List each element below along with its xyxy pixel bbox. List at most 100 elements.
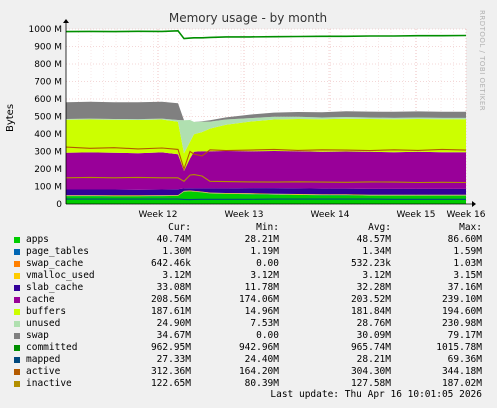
legend-swatch (14, 369, 20, 375)
legend-name: cache (26, 294, 55, 305)
y-axis-label: Bytes (5, 104, 16, 132)
y-tick-label: 600 M (34, 95, 62, 105)
legend-min: 942.96M (238, 342, 279, 353)
legend-max: 194.60M (441, 306, 482, 317)
legend-avg: 181.84M (350, 306, 391, 317)
y-tick-label: 100 M (34, 183, 62, 193)
y-tick-label: 500 M (34, 113, 62, 123)
legend-max: 1015.78M (436, 342, 482, 353)
legend-cur: 642.46k (150, 258, 191, 269)
legend-table: Cur: Min: Avg: Max: apps 40.74M 28.21M 48.5… (0, 222, 497, 390)
y-tick-label: 200 M (34, 165, 62, 175)
legend-row-swap-cache: swap_cache 642.46k 0.00 532.23k 1.03M (0, 258, 497, 270)
legend-max: 79.17M (447, 330, 482, 341)
stacked-areas (66, 101, 466, 204)
legend-min: 0.00 (256, 330, 279, 341)
area-cache (66, 151, 466, 190)
legend-cur: 122.65M (150, 378, 191, 389)
legend-cur: 187.61M (150, 306, 191, 317)
legend-row-unused: unused 24.90M 7.53M 28.76M 230.98M (0, 318, 497, 330)
legend-max: 239.10M (441, 294, 482, 305)
chart-title: Memory usage - by month (169, 11, 327, 25)
legend-max: 1.03M (453, 258, 482, 269)
legend-min: 164.20M (238, 366, 279, 377)
legend-avg: 32.28M (356, 282, 391, 293)
legend-cur: 40.74M (156, 234, 191, 245)
legend-name: active (26, 366, 61, 377)
legend-swatch (14, 333, 20, 339)
legend-avg: 304.30M (350, 366, 391, 377)
legend-max: 86.60M (447, 234, 482, 245)
legend-cur: 34.67M (156, 330, 191, 341)
legend-swatch (14, 357, 20, 363)
legend-name: buffers (26, 306, 67, 317)
legend-avg: 1.34M (362, 246, 391, 257)
area-swap (66, 101, 466, 122)
legend-min: 7.53M (250, 318, 279, 329)
legend-swatch (14, 381, 20, 387)
legend-name: inactive (26, 378, 72, 389)
legend-row-inactive: inactive 122.65M 80.39M 127.58M 187.02M (0, 378, 497, 390)
legend-max: 37.16M (447, 282, 482, 293)
legend-header-avg: Avg: (368, 222, 391, 233)
legend-avg: 48.57M (356, 234, 391, 245)
line-committed (65, 29, 467, 40)
legend-name: mapped (26, 354, 61, 365)
legend-swatch (14, 309, 20, 315)
legend-min: 11.78M (244, 282, 279, 293)
legend-avg: 28.76M (356, 318, 391, 329)
legend-min: 0.00 (256, 258, 279, 269)
legend-row-mapped: mapped 27.33M 24.40M 28.21M 69.36M (0, 354, 497, 366)
legend-header-max: Max: (459, 222, 482, 233)
legend-name: swap_cache (26, 258, 84, 269)
legend-row-committed: committed 962.95M 942.96M 965.74M 1015.78M (0, 342, 497, 354)
legend-max: 344.18M (441, 366, 482, 377)
area-vmalloc-used (66, 190, 466, 196)
legend-cur: 3.12M (162, 270, 191, 281)
x-tick-label: Week 16 (447, 210, 486, 220)
legend-min: 80.39M (244, 378, 279, 389)
legend-avg: 30.09M (356, 330, 391, 341)
legend-avg: 3.12M (362, 270, 391, 281)
line-mapped (66, 198, 466, 201)
legend-name: vmalloc_used (26, 270, 95, 281)
legend-row-swap: swap 34.67M 0.00 30.09M 79.17M (0, 330, 497, 342)
rrdtool-credit: RRDTOOL / TOBI OETIKER (478, 10, 486, 112)
legend-header-cur: Cur: (168, 222, 191, 233)
legend-min: 14.96M (244, 306, 279, 317)
legend-header: Cur: Min: Avg: Max: (0, 222, 497, 234)
legend-row-vmalloc-used: vmalloc_used 3.12M 3.12M 3.12M 3.15M (0, 270, 497, 282)
legend-name: swap (26, 330, 49, 341)
y-tick-label: 800 M (34, 60, 62, 70)
y-tick-label: 400 M (34, 130, 62, 140)
legend-swatch (14, 273, 20, 279)
legend-max: 69.36M (447, 354, 482, 365)
line-active (65, 146, 467, 171)
x-tick-label: Week 13 (225, 210, 264, 220)
legend-name: page_tables (26, 246, 89, 257)
legend-avg: 203.52M (350, 294, 391, 305)
legend-avg: 965.74M (350, 342, 391, 353)
x-tick-label: Week 14 (311, 210, 350, 220)
legend-max: 1.59M (453, 246, 482, 257)
legend-row-active: active 312.36M 164.20M 304.30M 344.18M (0, 366, 497, 378)
y-tick-label: 300 M (34, 148, 62, 158)
area-slab-cache (66, 188, 466, 196)
legend-max: 230.98M (441, 318, 482, 329)
legend-min: 24.40M (244, 354, 279, 365)
y-axis-arrow (63, 19, 69, 23)
x-tick-label: Week 12 (139, 210, 178, 220)
x-tick-label: Week 15 (397, 210, 436, 220)
legend-swatch (14, 297, 20, 303)
legend-avg: 127.58M (350, 378, 391, 389)
area-apps (66, 191, 466, 204)
legend-avg: 28.21M (356, 354, 391, 365)
legend-swatch (14, 345, 20, 351)
memory-chart: Memory usage - by month Bytes 0 100 M 200 … (5, 11, 486, 220)
legend-cur: 24.90M (156, 318, 191, 329)
y-tick-labels: 0 100 M 200 M 300 M 400 M 500 M 600 M 700 M 800 … (28, 25, 62, 210)
legend-min: 174.06M (238, 294, 279, 305)
legend-row-buffers: buffers 187.61M 14.96M 181.84M 194.60M (0, 306, 497, 318)
legend-cur: 27.33M (156, 354, 191, 365)
legend-name: apps (26, 234, 49, 245)
